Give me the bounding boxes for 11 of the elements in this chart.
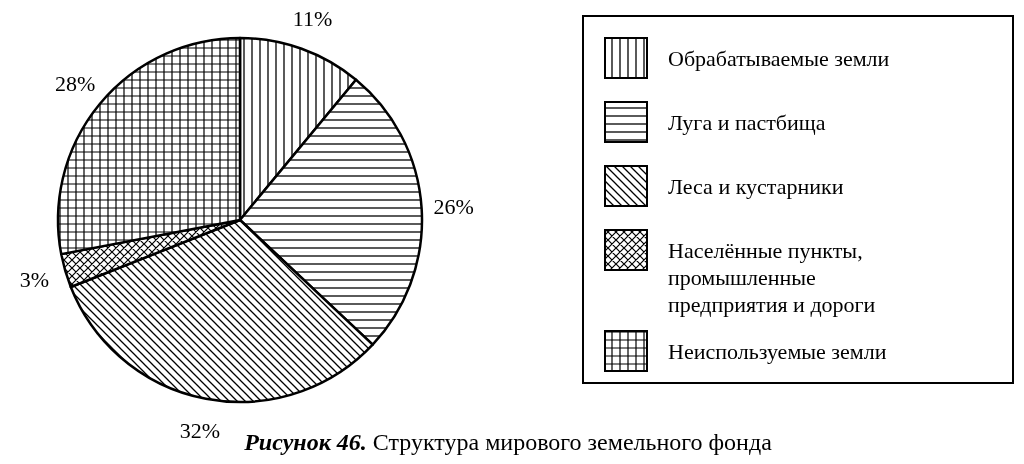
data-label: 32%: [179, 417, 221, 443]
data-label: 11%: [292, 6, 333, 32]
text: Рисунок 46. Структура мирового земельного фонда: [243, 429, 773, 455]
legend-label: Неиспользуемые земли: [668, 338, 887, 364]
legend-label: Леса и кустарники: [668, 173, 844, 199]
legend-label: Обрабатываемые земли: [668, 45, 890, 71]
legend-label: Луга и пастбища: [668, 109, 826, 135]
data-label: 3%: [19, 267, 50, 293]
data-label: 28%: [54, 71, 96, 97]
legend-label: Населённые пункты, промышленные предприятия и дороги: [668, 237, 876, 317]
data-label: 26%: [433, 194, 474, 220]
